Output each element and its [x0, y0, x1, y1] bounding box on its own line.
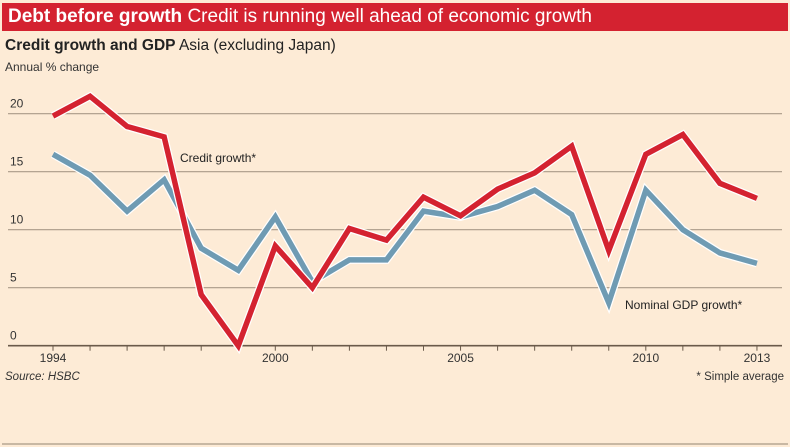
y-tick-label: 15 [10, 155, 24, 169]
x-tick-label: 2000 [262, 351, 289, 365]
chart-subtitle: Credit growth and GDP Asia (excluding Ja… [5, 37, 336, 55]
y-tick-label: 0 [10, 329, 17, 343]
series-line-credit [51, 93, 758, 352]
header-title-bold: Debt before growth [8, 6, 183, 27]
bottom-rule [2, 443, 788, 445]
y-tick-label: 5 [10, 271, 17, 285]
source-note: Source: HSBC [5, 371, 80, 383]
y-axis-label: Annual % change [5, 60, 100, 74]
series-label-credit: Credit growth* [180, 151, 256, 165]
footnote: * Simple average [696, 371, 784, 383]
x-tick-label: 2005 [447, 351, 474, 365]
chart-header: Debt before growth Credit is running wel… [2, 3, 788, 31]
chart-region: Asia (excluding Japan) [178, 37, 336, 54]
chart-title: Credit growth and GDP [5, 37, 176, 54]
x-tick-label: 2010 [632, 351, 659, 365]
series-outline [51, 150, 759, 315]
y-tick-label: 20 [10, 97, 24, 111]
x-tick-label: 2013 [744, 351, 771, 365]
y-tick-label: 10 [10, 213, 24, 227]
header-title-rest: Credit is running well ahead of economic… [187, 6, 592, 27]
x-tick-label: 1994 [40, 351, 67, 365]
series-label-gdp: Nominal GDP growth* [625, 298, 742, 312]
series-line-gdp [51, 151, 758, 311]
